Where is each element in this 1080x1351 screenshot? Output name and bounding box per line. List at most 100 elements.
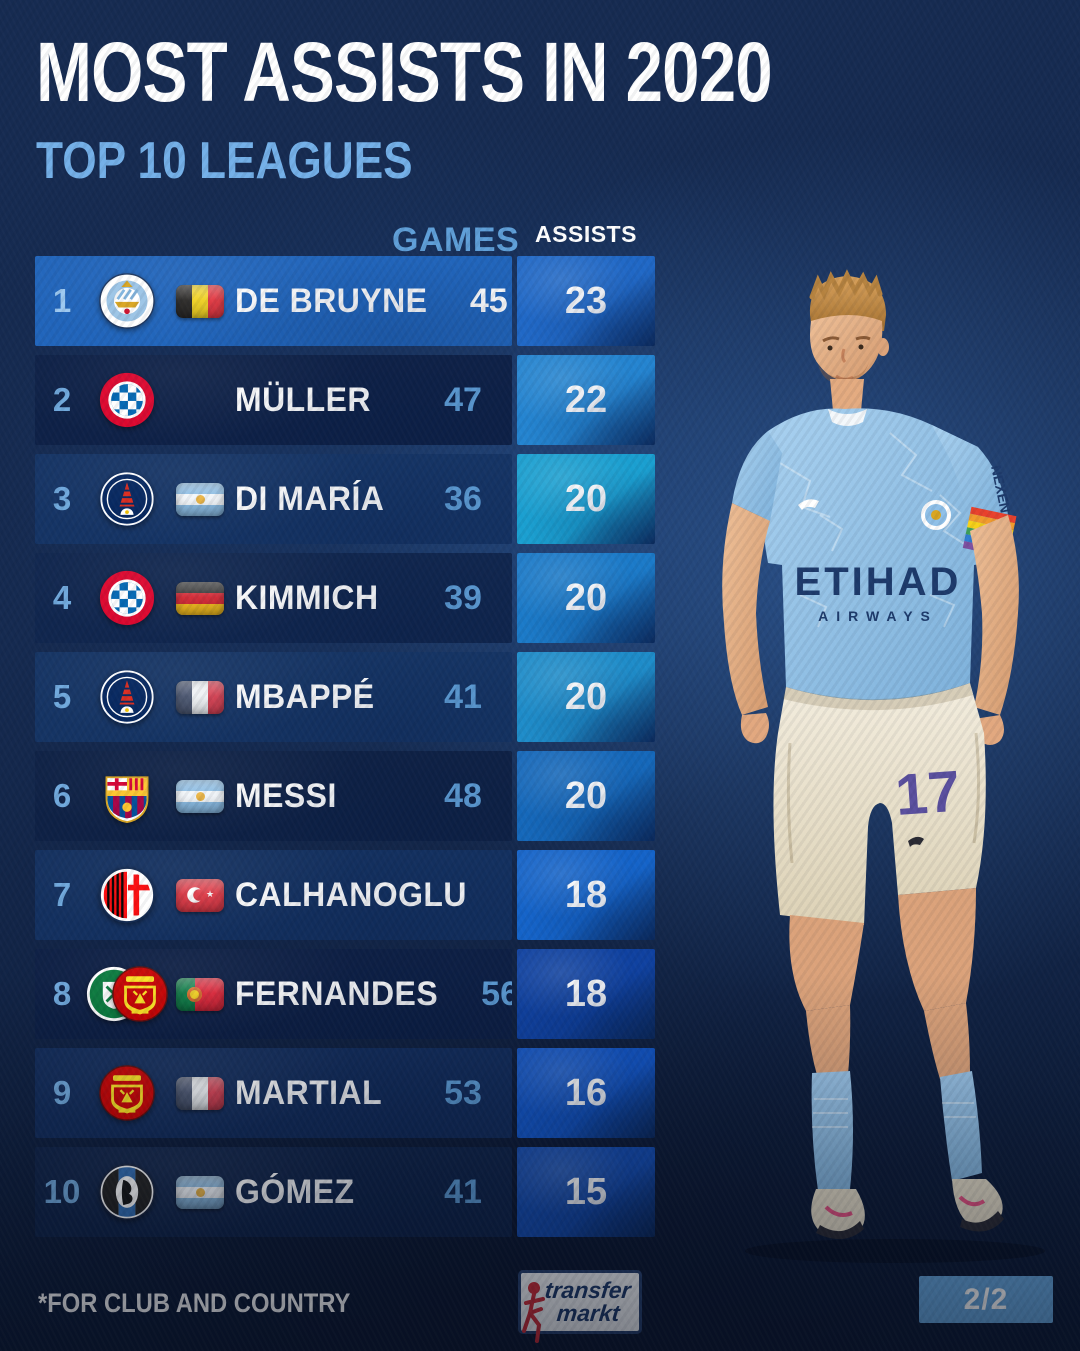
assists-value: 16 [517,1048,655,1138]
row-main: 6 MESSI 48 [35,751,512,841]
psg-badge [99,471,155,527]
shorts-number-text: 17 [893,759,962,828]
player-name: CALHANOGLU [235,875,467,914]
france-flag [176,1076,224,1110]
france-flag [176,680,224,714]
games-column-header: GAMES [392,221,520,259]
jersey-sponsor-sub-text: AIRWAYS [818,608,938,624]
ranking-table: 1 DE BRUYNE 45 23 2 MÜLLER 47 22 3 DI MA… [35,256,655,1246]
rank-number: 2 [52,381,72,418]
player-name: DI MARÍA [235,479,385,518]
games-value: 47 [482,876,513,915]
nationality-flag-slot [165,680,235,714]
player-name: GÓMEZ [235,1172,355,1211]
page-subtitle: TOP 10 LEAGUES [36,132,413,190]
man-city-badge [99,273,155,329]
club-badges [89,867,165,923]
player-name: DE BRUYNE [235,281,428,320]
row-main: 2 MÜLLER 47 [35,355,512,445]
games-value: 56 [481,974,512,1013]
nationality-flag-slot [165,977,235,1011]
club-badges [89,1065,165,1121]
transfermarkt-logo: transfer markt [518,1270,642,1343]
games-value: 41 [444,677,482,716]
row-main: 8 FERNANDES 56 [35,949,512,1039]
club-badges [89,471,165,527]
club-badges [89,570,165,626]
assists-value: 18 [517,949,655,1039]
table-row: 2 MÜLLER 47 22 [35,355,655,445]
row-main: 1 DE BRUYNE 45 [35,256,512,346]
table-row: 8 FERNANDES 56 18 [35,949,655,1039]
atalanta-badge [99,1164,155,1220]
games-value: 41 [444,1172,482,1211]
rank-number: 9 [52,1074,72,1111]
logo-line2: markt [555,1300,622,1326]
man-united-badge [99,1065,155,1121]
rank-number: 6 [52,777,72,814]
nationality-flag-slot [165,482,235,516]
club-badges [89,372,165,428]
rank-number: 3 [52,480,72,517]
assists-value: 15 [517,1147,655,1237]
assists-column-header: ASSISTS [535,221,637,247]
games-value: 39 [444,578,482,617]
player-name: MESSI [235,776,337,815]
player-name: MARTIAL [235,1073,383,1112]
club-badges [89,669,165,725]
games-value: 47 [444,380,482,419]
club-badges [86,966,168,1022]
club-badges [89,1164,165,1220]
assists-value: 20 [517,751,655,841]
barcelona-badge [99,768,155,824]
table-row: 1 DE BRUYNE 45 23 [35,256,655,346]
assists-value: 20 [517,454,655,544]
page-indicator-badge: 2/2 [919,1276,1053,1323]
psg-badge [99,669,155,725]
footnote: *FOR CLUB AND COUNTRY [38,1288,351,1318]
table-row: 6 MESSI 48 20 [35,751,655,841]
nationality-flag-slot [165,1076,235,1110]
assists-value: 20 [517,553,655,643]
club-badges [89,273,165,329]
row-main: 10 GÓMEZ 41 [35,1147,512,1237]
player-name: KIMMICH [235,578,379,617]
club-badges [89,768,165,824]
nationality-flag-slot [165,779,235,813]
assists-value: 23 [517,256,655,346]
argentina-flag [176,482,224,516]
player-sock [811,1071,853,1191]
rank-number: 4 [52,579,72,616]
table-row: 3 DI MARÍA 36 20 [35,454,655,544]
jersey-sponsor-text: ETIHAD [795,560,962,604]
man-united-badge [112,966,168,1022]
nationality-flag-slot [165,581,235,615]
table-row: 10 GÓMEZ 41 15 [35,1147,655,1237]
nationality-flag-slot [165,1175,235,1209]
player-name: FERNANDES [235,974,439,1013]
games-value: 45 [469,281,508,320]
table-row: 7 CALHANOGLU 47 18 [35,850,655,940]
assists-value: 22 [517,355,655,445]
turkey-flag [176,878,224,912]
table-row: 9 MARTIAL 53 16 [35,1048,655,1138]
table-row: 5 MBAPPÉ 41 20 [35,652,655,742]
rank-number: 8 [52,975,72,1012]
row-main: 4 KIMMICH 39 [35,553,512,643]
row-main: 7 CALHANOGLU 47 [35,850,512,940]
argentina-flag [176,1175,224,1209]
bayern-badge [99,372,155,428]
table-row: 4 KIMMICH 39 20 [35,553,655,643]
player-name: MÜLLER [235,380,371,419]
germany-flag [176,581,224,615]
games-value: 53 [444,1073,482,1112]
rank-number: 5 [52,678,72,715]
row-main: 5 MBAPPÉ 41 [35,652,512,742]
milan-badge [99,867,155,923]
rank-number: 7 [52,876,72,913]
row-main: 9 MARTIAL 53 [35,1048,512,1138]
portugal-flag [176,977,224,1011]
player-name: MBAPPÉ [235,677,375,716]
logo-line1: transfer [543,1277,633,1304]
